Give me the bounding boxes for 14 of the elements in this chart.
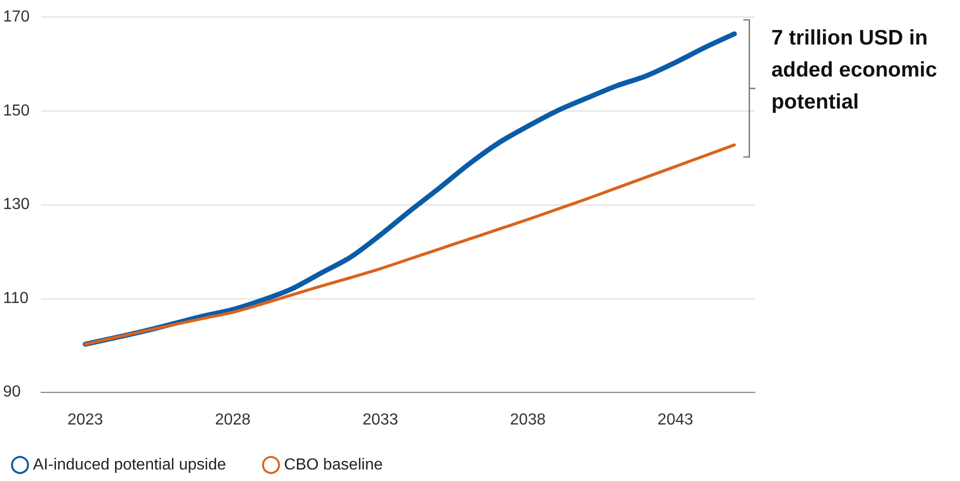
y-tick-label: 150: [3, 102, 30, 120]
y-tick-label: 170: [3, 8, 30, 26]
x-tick-label: 2038: [510, 412, 546, 428]
y-tick-label: 90: [3, 384, 21, 400]
x-tick-label: 2023: [67, 412, 104, 428]
legend-label: AI-induced potential upside: [33, 456, 226, 474]
x-tick-label: 2043: [658, 412, 694, 428]
x-tick-label: 2033: [362, 412, 398, 428]
legend-label: CBO baseline: [284, 456, 383, 474]
y-tick-label: 110: [3, 290, 29, 307]
line-series: [84, 143, 736, 346]
y-tick-label: 130: [3, 196, 30, 213]
x-tick-label: 2028: [214, 412, 251, 428]
text: 7 trillion USD in added economic potential: [771, 26, 938, 114]
